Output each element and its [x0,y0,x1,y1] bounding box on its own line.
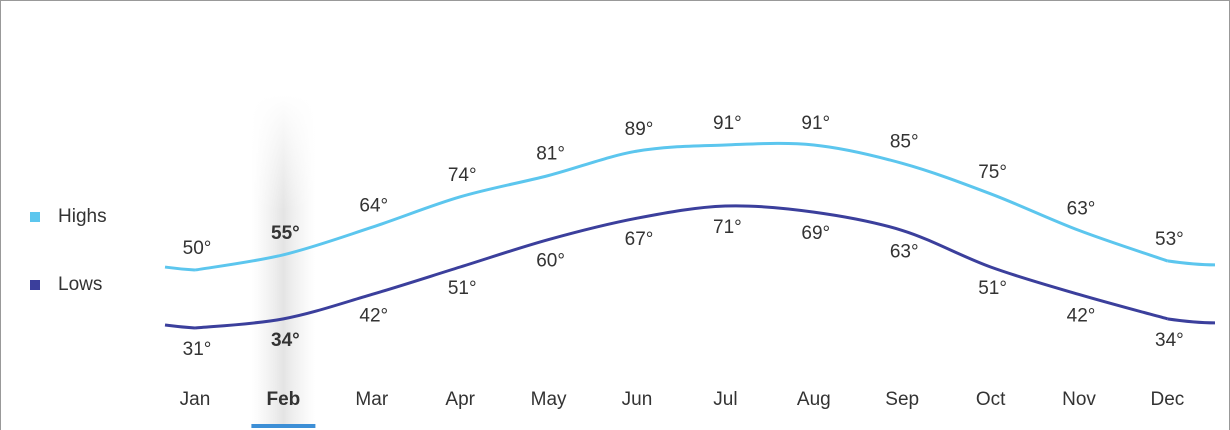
data-label: 75° [978,162,1007,183]
data-label: 53° [1155,229,1184,250]
data-label: 74° [448,165,477,186]
data-label: 63° [890,241,919,262]
x-tick-label: Nov [1062,389,1096,410]
x-tick-label: May [531,389,567,410]
data-label: 64° [359,195,388,216]
data-label: 31° [183,339,212,360]
data-label: 63° [1067,198,1096,219]
line-extension [164,323,196,330]
data-label: 89° [625,119,654,140]
selected-underline [251,424,316,428]
line-extension [164,265,196,272]
data-label: 50° [183,238,212,259]
x-tick-label: Oct [976,389,1006,410]
data-label: 81° [536,144,565,165]
data-label: 91° [801,113,830,134]
data-label: 51° [448,278,477,299]
data-label: 42° [1067,305,1096,326]
legend-label: Lows [58,274,102,295]
x-tick-label: Jan [180,389,211,410]
x-tick-label: Feb [267,389,301,410]
data-label: 69° [801,223,830,244]
data-label: 85° [890,131,919,152]
x-tick-label: Sep [885,389,919,410]
x-tick-label: Jul [713,389,737,410]
x-tick-label: Dec [1151,389,1185,410]
data-label: 71° [713,217,742,238]
x-tick-label: Mar [355,389,388,410]
legend-swatch [30,280,40,290]
legend-label: Highs [58,206,107,227]
data-label: 34° [271,330,300,351]
x-tick-label: Jun [622,389,653,410]
data-label: 91° [713,113,742,134]
x-tick-label: Aug [797,389,831,410]
data-label: 51° [978,278,1007,299]
data-label: 60° [536,251,565,272]
data-label: 55° [271,223,300,244]
line-extension [1167,317,1216,325]
line-extension [1167,259,1216,267]
series-line [194,204,1168,330]
data-label: 34° [1155,330,1184,351]
data-label: 42° [359,305,388,326]
series-line [194,141,1168,272]
legend-swatch [30,212,40,222]
data-label: 67° [625,229,654,250]
x-tick-label: Apr [445,389,475,410]
